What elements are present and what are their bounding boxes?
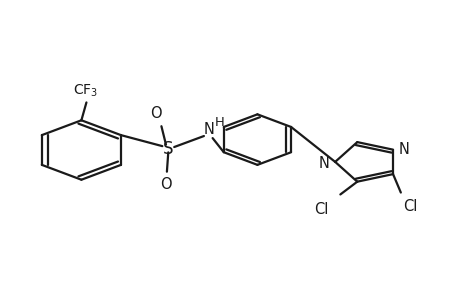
Text: N: N [397,142,409,157]
Text: CF$_3$: CF$_3$ [73,83,98,100]
Text: H: H [214,116,224,129]
Text: O: O [160,177,171,192]
Text: Cl: Cl [313,202,328,217]
Text: O: O [149,106,161,122]
Text: Cl: Cl [403,200,417,214]
Text: N: N [203,122,214,137]
Text: N: N [318,156,329,171]
Text: S: S [162,140,173,158]
